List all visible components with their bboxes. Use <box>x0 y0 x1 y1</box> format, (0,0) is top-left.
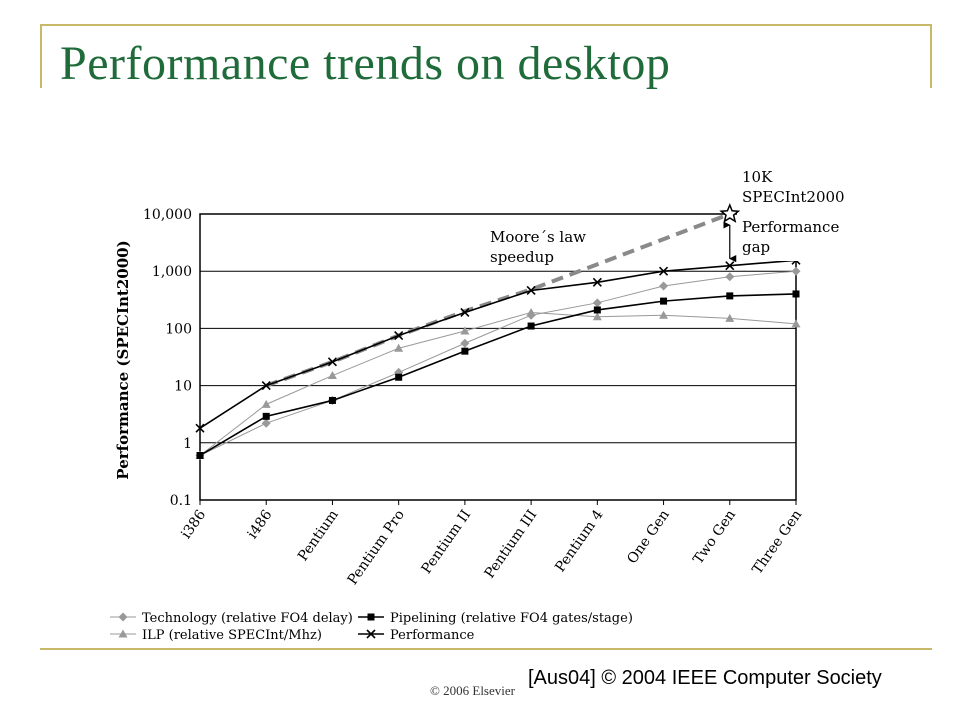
y-tick-label: 10,000 <box>143 207 192 223</box>
diamond-marker <box>791 266 801 276</box>
legend-label: Performance <box>390 628 475 643</box>
x-tick-label: Three Gen <box>749 507 805 577</box>
x-marker <box>592 277 602 287</box>
diamond-marker <box>725 272 735 282</box>
x-marker-stroke <box>366 629 376 639</box>
y-axis-label: Performance (SPECInt2000) <box>114 240 132 479</box>
square-marker <box>262 412 270 420</box>
technology-series-line <box>199 270 797 456</box>
square-marker <box>792 290 800 298</box>
x-marker-stroke <box>460 307 470 318</box>
triangle-marker <box>791 319 801 328</box>
diamond-marker <box>460 338 470 348</box>
x-tick-label: Two Gen <box>690 507 739 567</box>
x-marker <box>394 330 404 341</box>
y-tick-label: 1,000 <box>152 264 192 280</box>
x-tick-label: Pentium II <box>419 507 475 577</box>
square-marker <box>367 613 375 621</box>
target-label-line2: SPECInt2000 <box>742 188 845 206</box>
square-marker <box>328 396 336 404</box>
x-tick-label: i386 <box>178 507 209 542</box>
target-label-line1: 10K <box>742 168 773 186</box>
x-tick-label: Pentium III <box>482 507 541 581</box>
x-marker <box>261 381 271 391</box>
frame-right-rule <box>930 24 932 88</box>
triangle-marker <box>118 629 128 638</box>
moore-label-line1: Moore´s law <box>490 228 586 246</box>
pipelining-series-line <box>199 293 797 457</box>
x-marker <box>195 423 205 433</box>
legend: Technology (relative FO4 delay) Pipelinin… <box>110 611 633 643</box>
x-marker-stroke <box>327 357 338 367</box>
x-marker <box>658 266 669 276</box>
frame-top-rule <box>40 24 932 26</box>
slide-title: Performance trends on desktop <box>60 37 671 90</box>
frame-left-rule <box>40 24 42 88</box>
gap-label-background <box>737 213 859 261</box>
diamond-marker <box>592 298 602 308</box>
x-marker <box>526 285 536 296</box>
diamond-marker <box>261 418 271 428</box>
legend-label: Pipelining (relative FO4 gates/stage) <box>390 611 633 626</box>
y-tick-label: 10 <box>174 379 192 395</box>
square-marker <box>196 451 204 459</box>
ilp-series-line <box>199 311 797 456</box>
frame-bottom-rule <box>40 648 932 650</box>
square-marker <box>726 292 734 300</box>
x-marker-stroke <box>592 277 602 287</box>
x-marker-stroke <box>725 261 735 271</box>
plot-frame <box>199 213 797 501</box>
y-tick-label: 0.1 <box>170 493 192 509</box>
gap-label-line2: gap <box>742 238 770 256</box>
source-credit: [Aus04] © 2004 IEEE Computer Society <box>528 667 882 689</box>
gap-label-line1: Performance <box>742 218 839 236</box>
triangle-marker <box>725 313 735 322</box>
x-marker <box>460 307 470 318</box>
target-star-marker <box>719 203 741 223</box>
x-marker-stroke <box>526 285 536 296</box>
x-marker-stroke <box>658 266 669 276</box>
grid-layer <box>199 213 797 505</box>
performance-series-line <box>199 259 797 429</box>
diamond-marker <box>659 281 669 291</box>
square-marker <box>527 322 535 330</box>
triangle-marker <box>592 312 602 321</box>
x-tick-label: Pentium Pro <box>345 507 408 588</box>
moore-label-line2: speedup <box>490 248 554 266</box>
x-tick-label: i486 <box>244 507 275 542</box>
triangle-marker <box>261 399 271 408</box>
legend-label: ILP (relative SPECInt/Mhz) <box>142 628 322 643</box>
x-tick-label: Pentium 4 <box>552 507 606 575</box>
triangle-marker <box>327 371 337 380</box>
series-layer <box>195 203 801 460</box>
square-marker <box>593 306 601 314</box>
x-marker <box>725 261 735 271</box>
square-marker <box>395 373 403 381</box>
triangle-marker <box>460 326 470 335</box>
x-marker-stroke <box>394 330 404 341</box>
x-marker-stroke <box>195 423 205 433</box>
x-marker <box>366 629 376 639</box>
x-tick-label: One Gen <box>624 507 673 567</box>
y-tick-label: 1 <box>183 436 192 452</box>
x-marker <box>327 357 338 367</box>
y-tick-label: 100 <box>165 321 192 337</box>
copyright-text: © 2006 Elsevier <box>430 683 515 698</box>
x-tick-label: Pentium <box>295 507 342 564</box>
x-marker-stroke <box>261 381 271 391</box>
triangle-marker <box>394 343 404 352</box>
triangle-marker <box>659 310 669 319</box>
legend-label: Technology (relative FO4 delay) <box>142 611 353 626</box>
square-marker <box>660 297 668 305</box>
diamond-marker <box>526 310 536 320</box>
square-marker <box>461 347 469 355</box>
diamond-marker <box>118 612 128 622</box>
